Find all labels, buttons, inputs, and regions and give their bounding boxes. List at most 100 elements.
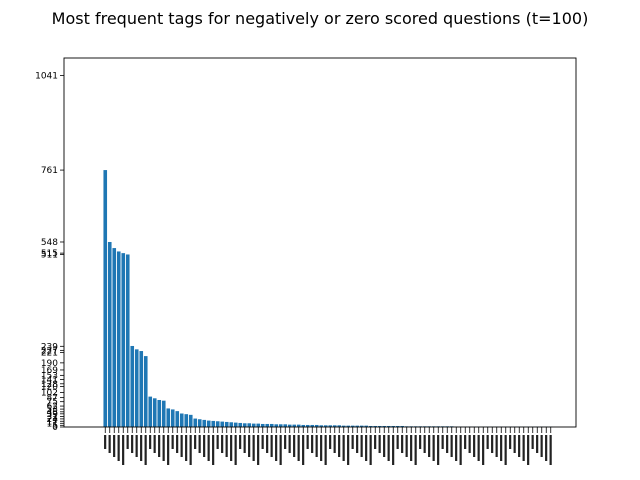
bar xyxy=(121,253,126,427)
x-tick-label xyxy=(450,435,453,457)
y-tick-label: 5 xyxy=(52,421,58,431)
x-tick-label xyxy=(135,435,138,457)
y-tick-label: 511 xyxy=(41,250,58,260)
x-tick-label xyxy=(108,435,111,453)
x-tick-label xyxy=(338,435,341,457)
bar xyxy=(269,423,274,427)
x-tick-label xyxy=(153,435,156,453)
y-tick-label: 87 xyxy=(47,394,58,404)
x-tick-label xyxy=(549,435,552,465)
x-tick-label xyxy=(207,435,210,461)
bar xyxy=(292,424,297,427)
y-tick-label: 39 xyxy=(47,410,59,420)
x-tick-label xyxy=(270,435,273,457)
x-tick-label xyxy=(536,435,539,453)
x-tick-label xyxy=(513,435,516,453)
x-tick-label xyxy=(531,435,534,449)
x-tick-label xyxy=(477,435,480,461)
y-tick-label: 11 xyxy=(47,419,58,429)
x-tick-label xyxy=(410,435,413,461)
bar xyxy=(242,423,247,427)
x-tick-label xyxy=(185,435,188,461)
bar xyxy=(287,424,292,427)
bar xyxy=(170,409,175,427)
x-tick-label xyxy=(509,435,512,449)
bar xyxy=(310,424,315,427)
x-tick-label xyxy=(122,435,125,465)
y-tick-label: 31 xyxy=(47,413,58,423)
x-tick-label xyxy=(212,435,215,465)
y-tick-label: 153 xyxy=(41,371,58,381)
x-tick-label xyxy=(311,435,314,453)
x-axis-ticks xyxy=(104,427,552,465)
bar xyxy=(395,425,400,427)
x-tick-label xyxy=(261,435,264,449)
x-tick-label xyxy=(401,435,404,453)
x-tick-label xyxy=(446,435,449,453)
bar xyxy=(377,425,382,427)
bar xyxy=(305,424,310,427)
bars-group xyxy=(103,170,553,427)
x-tick-label xyxy=(351,435,354,449)
bar xyxy=(319,425,324,427)
x-tick-label xyxy=(342,435,345,461)
y-tick-label: 102 xyxy=(41,389,58,399)
x-tick-label xyxy=(284,435,287,449)
bar xyxy=(197,419,202,427)
y-axis-ticks: 1041761548515511239227221190169153141128… xyxy=(35,72,64,433)
x-tick-label xyxy=(482,435,485,465)
y-tick-label: 45 xyxy=(47,408,58,418)
x-tick-label xyxy=(540,435,543,457)
x-tick-label xyxy=(306,435,309,449)
bar xyxy=(166,408,171,427)
x-tick-label xyxy=(221,435,224,453)
y-tick-label: 239 xyxy=(41,342,58,352)
x-tick-label xyxy=(176,435,179,453)
x-tick-label xyxy=(194,435,197,449)
x-tick-label xyxy=(423,435,426,453)
bar xyxy=(112,248,117,427)
chart-title: Most frequent tags for negatively or zer… xyxy=(52,9,589,28)
bar xyxy=(229,422,234,427)
bar xyxy=(355,425,360,427)
x-tick-label xyxy=(545,435,548,461)
x-tick-label xyxy=(126,435,129,449)
x-tick-label xyxy=(113,435,116,457)
bar xyxy=(373,425,378,427)
bar xyxy=(314,424,319,427)
y-tick-label: 24 xyxy=(47,415,59,425)
x-tick-label xyxy=(275,435,278,461)
y-tick-label: 53 xyxy=(47,405,58,415)
bar xyxy=(323,425,328,427)
bar xyxy=(301,424,306,427)
x-tick-label xyxy=(252,435,255,461)
x-tick-label xyxy=(356,435,359,453)
x-tick-label xyxy=(405,435,408,457)
x-tick-label xyxy=(320,435,323,461)
x-tick-label xyxy=(104,435,107,449)
y-tick-label: 141 xyxy=(41,375,58,385)
x-tick-label xyxy=(131,435,134,453)
bar xyxy=(346,425,351,427)
x-tick-label xyxy=(468,435,471,453)
bar xyxy=(386,425,391,427)
bar xyxy=(116,251,121,427)
bar xyxy=(125,254,130,427)
x-tick-label xyxy=(144,435,147,465)
y-tick-label: 190 xyxy=(41,359,58,369)
y-tick-label: 548 xyxy=(41,238,58,248)
x-tick-label xyxy=(203,435,206,457)
bar xyxy=(350,425,355,427)
bar xyxy=(260,423,265,427)
bar xyxy=(256,423,261,427)
x-tick-label xyxy=(432,435,435,461)
x-tick-label xyxy=(158,435,161,457)
y-tick-label: 75 xyxy=(47,398,58,408)
x-tick-label xyxy=(527,435,530,465)
plot-area xyxy=(64,58,576,427)
x-tick-label xyxy=(347,435,350,465)
bar xyxy=(251,423,256,427)
x-tick-label xyxy=(396,435,399,449)
bar xyxy=(179,413,184,427)
